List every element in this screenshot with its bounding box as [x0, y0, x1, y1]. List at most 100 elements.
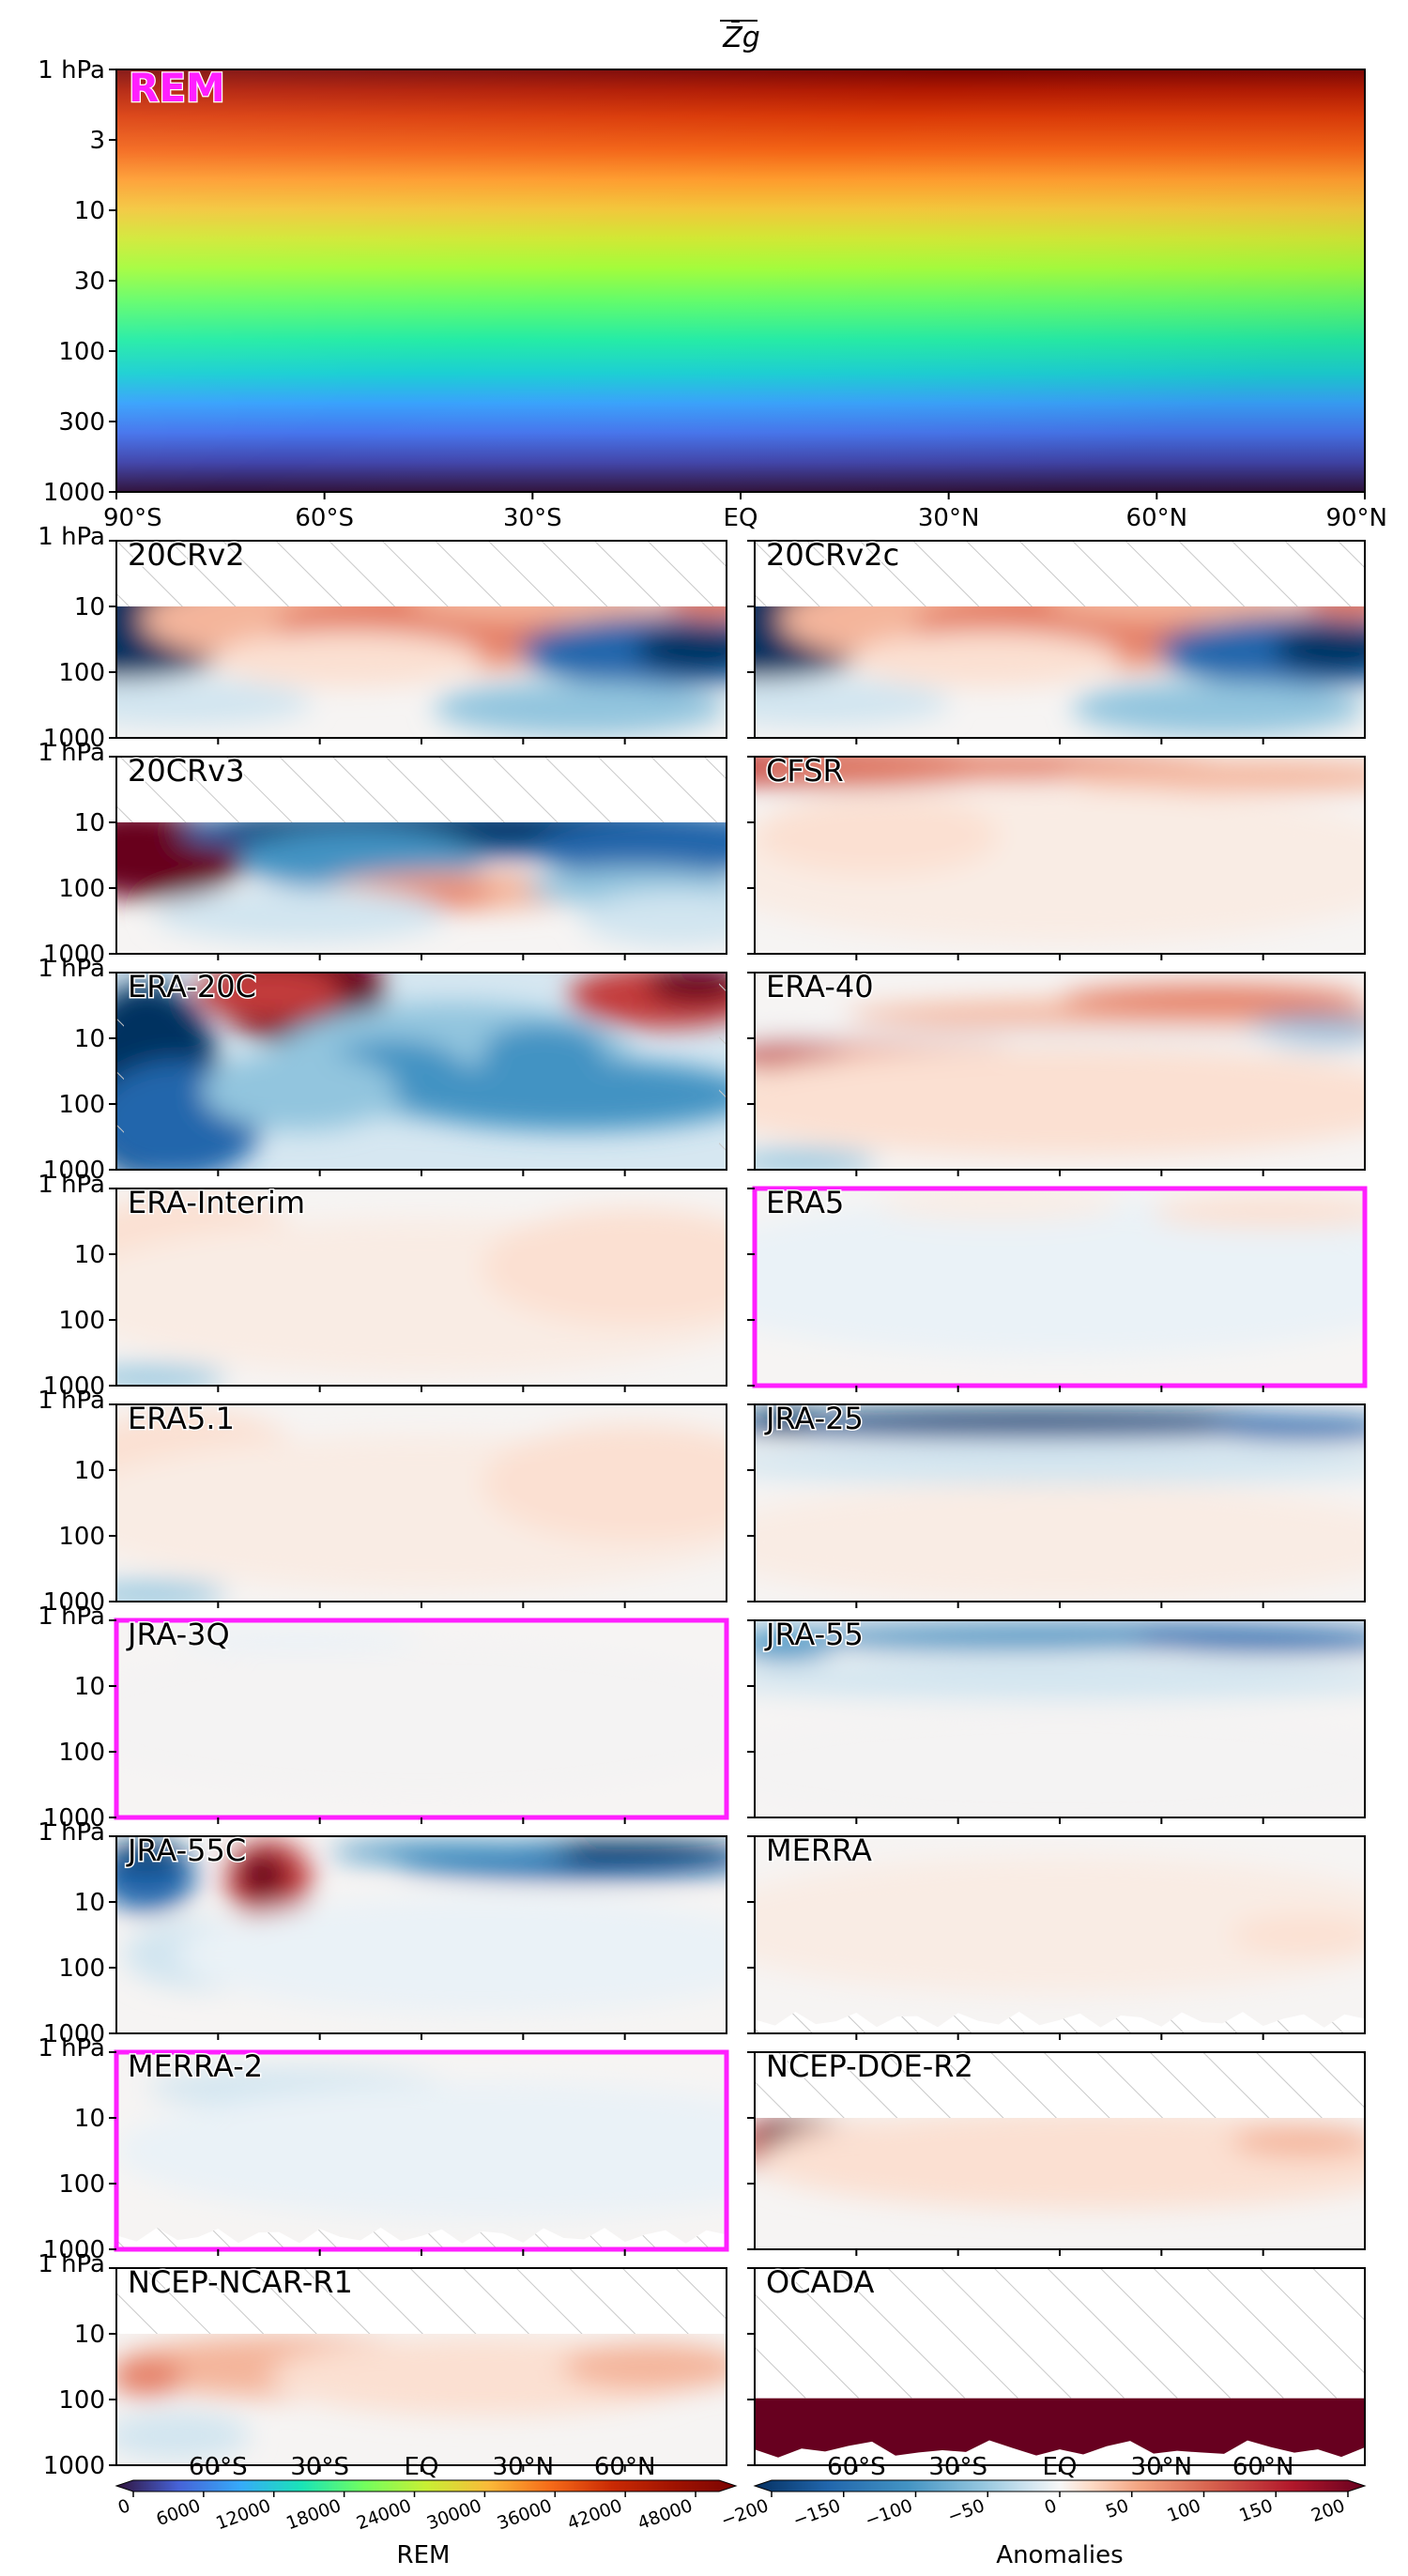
- panel-y-tick-label: 100: [58, 875, 105, 903]
- colorbar-tick-label: 24000: [354, 2495, 414, 2534]
- panel-y-tick-label: 100: [58, 2386, 105, 2415]
- panel-hatch-top: [116, 757, 727, 822]
- panel-y-tick-label: 100: [58, 1523, 105, 1551]
- colorbar-tick-label: 30000: [424, 2495, 484, 2534]
- main-panel-sheen: [116, 69, 1365, 492]
- colorbar-rem-label: REM: [397, 2541, 451, 2569]
- panel-label: NCEP-DOE-R2: [766, 2048, 973, 2084]
- anomaly-region: [1060, 760, 1365, 792]
- main-y-tick-label: 300: [58, 408, 105, 437]
- anomaly-region: [482, 1424, 727, 1542]
- panel-y-tick-label: 10: [74, 1889, 105, 1917]
- main-y-tick-label: 100: [58, 338, 105, 366]
- panel-y-tick-label: 1000: [43, 2452, 105, 2480]
- anomaly-region: [482, 1208, 727, 1326]
- panel-label: ERA5: [766, 1185, 844, 1220]
- panel-hatch-top: [116, 541, 727, 606]
- panel-jra-55c: JRA-55C 1 hPa 10 100 1000: [38, 1818, 727, 2048]
- panel-field: [116, 2052, 727, 2249]
- panel-label: MERRA-2: [128, 2048, 263, 2084]
- panel-contours: [116, 1410, 727, 1602]
- panel-y-tick-label: 10: [74, 1025, 105, 1053]
- panel-hatch-bottom: [116, 2227, 727, 2249]
- colorbar-anomalies-ticks: −200 −150 −100 −50 0 50 100 150 200: [718, 2492, 1349, 2532]
- panel-y-tick-label: 10: [74, 1673, 105, 1701]
- main-x-tick-label: 30°N: [918, 504, 980, 532]
- anomaly-region: [177, 1895, 727, 2014]
- colorbar-tick-label: −150: [790, 2495, 844, 2532]
- panel-label: MERRA: [766, 1832, 872, 1868]
- panel-y-tick-label: 1000: [43, 725, 105, 753]
- main-y-tick-label: 3: [89, 127, 105, 155]
- panel-y-tick-label: 10: [74, 1241, 105, 1269]
- panel-field: [116, 541, 727, 738]
- colorbar-tick-label: 50: [1103, 2495, 1131, 2522]
- anomaly-region: [238, 1851, 287, 1900]
- panel-hatch-edge: [116, 973, 124, 1170]
- bottom-lat-label: EQ: [405, 2453, 439, 2481]
- anomaly-region: [390, 1059, 727, 1130]
- panel-contours: [755, 1408, 1365, 1602]
- colorbar-rem-ticks: 0 6000 12000 18000 24000 30000 36000 42000 48000: [115, 2492, 696, 2534]
- anomaly-region: [755, 796, 999, 875]
- anomaly-region: [635, 625, 727, 673]
- main-y-tick-label: 10: [74, 197, 105, 225]
- colorbar-tick-label: 36000: [495, 2495, 555, 2534]
- panel-contours: [755, 1188, 1365, 1357]
- anomaly-region: [561, 2342, 727, 2391]
- colorbar-anomalies-bar: [753, 2479, 1367, 2492]
- anomaly-region: [755, 1628, 834, 1660]
- panel-y-tick-label: 1000: [43, 2236, 105, 2264]
- colorbar-tick-label: 150: [1236, 2495, 1276, 2526]
- anomaly-region: [1231, 2124, 1365, 2157]
- anomaly-region: [177, 1628, 421, 1652]
- panel-label: 20CRv2: [128, 537, 245, 573]
- main-x-tick-label: 90°N: [1325, 504, 1387, 532]
- panel-label: OCADA: [766, 2264, 875, 2300]
- anomaly-region: [329, 1840, 574, 1864]
- bottom-latitude-labels: 60°S 30°S EQ 30°N 60°N 60°S 30°S EQ 30°N 60°N: [189, 2453, 1293, 2481]
- panel-field: [116, 973, 727, 1170]
- panel-contours: [116, 1628, 727, 1798]
- anomaly-region: [755, 1045, 1365, 1157]
- panel-era-40: ERA-40: [747, 968, 1366, 1176]
- panel-jra-3q: JRA-3Q 1 hPa 10 100 1000: [38, 1602, 729, 1832]
- panel-field: [755, 541, 1365, 738]
- panel-y-tick-label: 100: [58, 659, 105, 687]
- panel-field: [755, 1404, 1365, 1602]
- anomaly-region: [116, 1640, 727, 1798]
- colorbar-tick-label: 42000: [565, 2495, 625, 2534]
- panel-ocada: OCADA: [747, 2263, 1366, 2472]
- panel-y-tick-label: 1000: [43, 1157, 105, 1185]
- colorbar-tick-label: −100: [863, 2495, 916, 2532]
- panel-y-tick-label: 100: [58, 1739, 105, 1767]
- panel-field: [755, 973, 1365, 1170]
- panel-era5: ERA5: [747, 1184, 1368, 1392]
- anomaly-region: [116, 2412, 251, 2460]
- panel-era-20c: ERA-20C 1 hPa 10 100 1000: [38, 955, 727, 1185]
- anomaly-region: [1151, 1196, 1365, 1228]
- panel-y-tick-label: 1 hPa: [38, 1387, 105, 1415]
- panel-contours: [116, 973, 727, 1170]
- panel-y-tick-label: 1 hPa: [38, 1171, 105, 1199]
- panel-contours: [116, 2335, 727, 2460]
- panel-label: CFSR: [766, 753, 844, 789]
- panel-y-tick-label: 1 hPa: [38, 2250, 105, 2278]
- panel-y-tick-label: 1 hPa: [38, 523, 105, 551]
- colorbar-rem-bar: [115, 2479, 738, 2492]
- bottom-lat-label: 30°N: [1131, 2453, 1193, 2481]
- panel-field: [755, 2268, 1365, 2465]
- main-panel: REM 1 hPa 3 10 30 100 300 1000 90°S 60°S 30°S EQ 3…: [38, 56, 1387, 532]
- anomaly-region: [116, 1844, 184, 1868]
- anomaly-region: [1206, 1416, 1365, 1440]
- panel-label: ERA-Interim: [128, 1185, 305, 1220]
- figure-title: Z̄g: [722, 21, 760, 54]
- colorbar-tick-label: −200: [718, 2495, 772, 2532]
- main-y-axis: 1 hPa 3 10 30 100 300 1000: [38, 56, 116, 507]
- colorbar-tick-label: −50: [945, 2495, 987, 2527]
- main-x-tick-label: EQ: [724, 504, 758, 532]
- panel-field: [755, 2052, 1365, 2249]
- panel-jra-55: JRA-55: [747, 1616, 1366, 1824]
- panel-field: [755, 1620, 1365, 1817]
